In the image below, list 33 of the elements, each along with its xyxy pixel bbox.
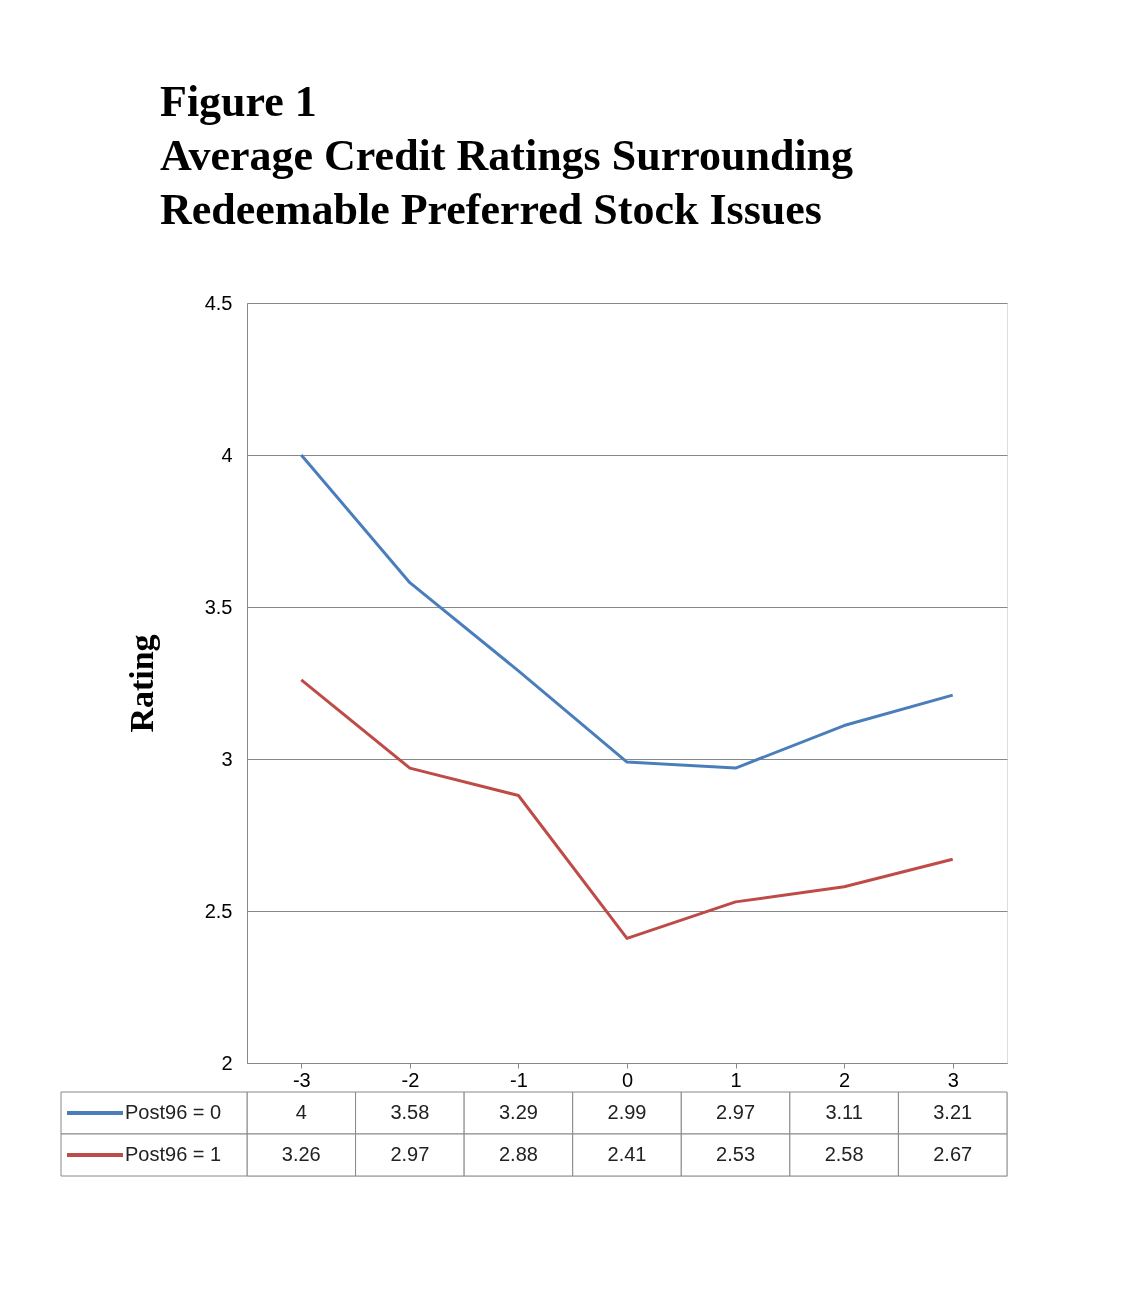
data-label: 2.53 <box>716 1143 756 1165</box>
data-label: 2.41 <box>607 1143 647 1165</box>
legend-label: Post96 = 0 <box>125 1101 222 1123</box>
data-label: 2.97 <box>716 1101 756 1123</box>
data-label: 3.58 <box>390 1101 430 1123</box>
y-tick-label: 3.5 <box>204 595 233 618</box>
y-axis-title: Rating <box>122 634 160 733</box>
chart-title: Figure 1 Average Credit Ratings Surrounding Redeemable Preferred Stock Issues <box>160 76 854 234</box>
data-label: 3.21 <box>933 1101 973 1123</box>
x-tick-label: 1 <box>730 1068 742 1091</box>
legend-label: Post96 = 1 <box>125 1143 222 1165</box>
line-series <box>299 678 955 940</box>
line-series <box>299 453 955 770</box>
x-tick-label: 0 <box>621 1068 634 1091</box>
x-tick-label: -1 <box>510 1068 528 1091</box>
x-tick-label: -3 <box>292 1068 311 1091</box>
data-label: 2.58 <box>824 1143 864 1165</box>
x-tick-label: 3 <box>947 1068 959 1091</box>
y-tick-label: 2 <box>221 1051 233 1074</box>
data-label: 3.29 <box>498 1101 538 1123</box>
data-label: 4 <box>295 1101 307 1123</box>
x-tick-label: -2 <box>401 1068 420 1091</box>
data-label: 3.26 <box>281 1143 321 1165</box>
data-label: 2.67 <box>933 1143 973 1165</box>
data-label: 2.88 <box>498 1143 538 1165</box>
x-tick-label: 2 <box>839 1068 851 1091</box>
data-label: 2.97 <box>390 1143 430 1165</box>
y-tick-label: 4 <box>221 443 233 466</box>
y-tick-label: 4.5 <box>204 291 233 314</box>
data-label: 3.11 <box>825 1101 863 1123</box>
y-tick-label: 2.5 <box>204 899 233 922</box>
y-tick-label: 3 <box>221 747 233 770</box>
data-label: 2.99 <box>607 1101 647 1123</box>
